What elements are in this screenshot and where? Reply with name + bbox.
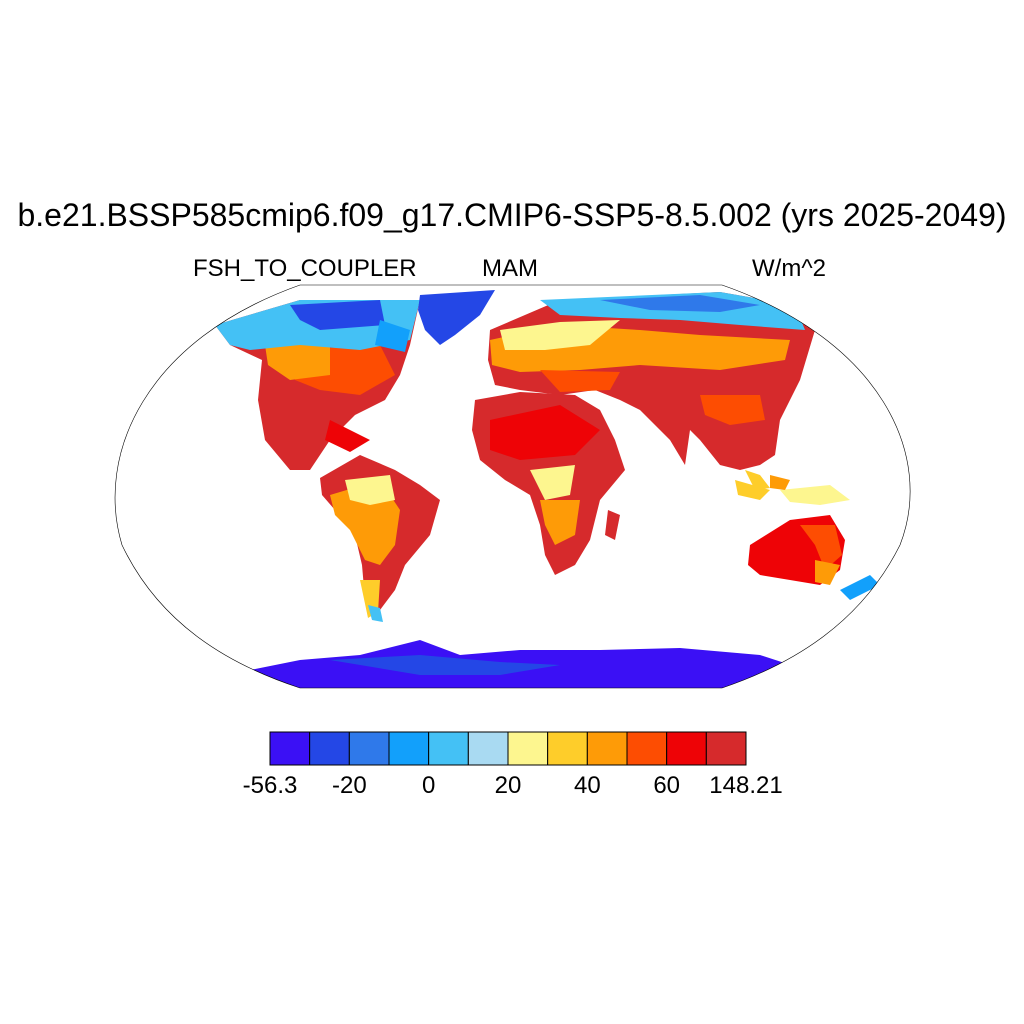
colorbar-tick-label: 148.21 xyxy=(709,772,782,799)
greenland-region xyxy=(418,290,495,345)
colorbar-tick-label: 60 xyxy=(653,772,680,799)
colorbar-box xyxy=(388,731,430,766)
colorbar-box xyxy=(467,731,509,766)
colorbar-box xyxy=(309,731,350,766)
map-outline xyxy=(114,284,911,689)
colorbar-box xyxy=(705,731,747,766)
colorbar-tick-label: 40 xyxy=(574,772,601,799)
season-label: MAM xyxy=(482,255,538,282)
colorbar-tick-label: 20 xyxy=(495,772,522,799)
australia-region xyxy=(748,515,880,600)
colorbar-box xyxy=(586,731,628,766)
antarctica-region xyxy=(250,640,800,688)
eurasia-region xyxy=(488,292,815,490)
colorbar-box xyxy=(666,731,707,766)
variable-label: FSH_TO_COUPLER xyxy=(193,255,417,282)
south-america-region xyxy=(320,455,440,622)
colorbar-tick-label: -20 xyxy=(332,772,367,799)
colorbar-box xyxy=(626,731,668,766)
africa-region xyxy=(472,392,625,575)
plot-title: b.e21.BSSP585cmip6.f09_g17.CMIP6-SSP5-8.… xyxy=(17,197,1007,233)
colorbar-box xyxy=(507,731,549,766)
colorbar-tick-label: 0 xyxy=(422,772,435,799)
north-america-region xyxy=(215,300,420,470)
colorbar-box xyxy=(269,731,311,766)
colorbar-box xyxy=(547,731,588,766)
units-label: W/m^2 xyxy=(752,255,826,282)
colorbar-box xyxy=(428,731,469,766)
colorbar-tick-label: -56.3 xyxy=(243,772,298,799)
maritime-asia-region xyxy=(735,475,850,505)
colorbar-box xyxy=(348,731,390,766)
